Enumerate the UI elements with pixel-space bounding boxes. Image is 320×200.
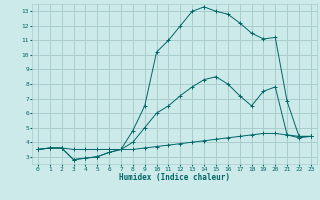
- X-axis label: Humidex (Indice chaleur): Humidex (Indice chaleur): [119, 173, 230, 182]
